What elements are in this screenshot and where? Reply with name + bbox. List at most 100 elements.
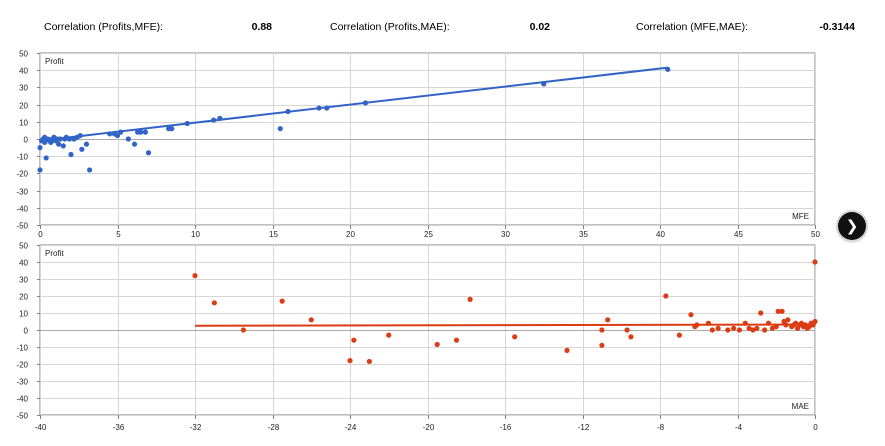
mfe-data-point	[277, 126, 283, 132]
mfe-data-point	[211, 117, 217, 123]
mae-ylabel: Profit	[45, 249, 64, 258]
mae-data-point	[779, 308, 785, 314]
mae-data-point	[762, 327, 768, 333]
mfe-xtick-label: 0	[38, 230, 43, 239]
mae-data-point	[812, 259, 818, 265]
mfe-data-point	[57, 136, 63, 142]
mfe-ytick-label: 0	[24, 136, 29, 145]
mfe-data-point	[56, 141, 62, 147]
mfe-data-point	[145, 150, 152, 156]
corr-profits-mae-value: 0.02	[529, 21, 550, 33]
mfe-data-point	[87, 167, 93, 173]
mae-xtick-label: -12	[578, 423, 590, 432]
mae-data-point	[750, 327, 756, 333]
mae-data-point	[676, 332, 682, 338]
mae-data-point	[765, 320, 772, 326]
mfe-data-point	[77, 132, 83, 139]
mae-data-point	[599, 342, 605, 348]
mae-data-point	[434, 341, 440, 348]
mae-ytick-label: -30	[16, 378, 28, 387]
mae-data-point	[366, 358, 372, 365]
mfe-data-point	[665, 66, 671, 72]
corr-mfe-mae-label: Correlation (MFE,MAE):	[636, 21, 749, 33]
mae-data-point	[453, 337, 460, 343]
mfe-data-point	[114, 132, 121, 139]
mfe-trendline	[39, 66, 668, 142]
mae-data-point	[758, 310, 764, 316]
mae-data-point	[769, 325, 775, 331]
corr-profits-mfe-label: Correlation (Profits,MFE):	[44, 21, 164, 33]
mfe-data-point	[68, 151, 74, 158]
mae-data-point	[605, 317, 611, 323]
mae-data-point	[793, 320, 799, 326]
mae-ytick-label: 0	[24, 327, 29, 336]
mfe-ytick-label: 10	[19, 119, 28, 128]
mfe-xtick-label: 15	[269, 230, 278, 239]
mfe-data-point	[43, 155, 49, 161]
mfe-xtick-label: 45	[734, 230, 743, 239]
mfe-data-point	[362, 100, 369, 106]
mae-data-point	[624, 327, 630, 333]
mfe-xtick-label: 25	[424, 230, 433, 239]
mfe-data-point	[118, 129, 124, 135]
mfe-data-point	[37, 145, 43, 151]
mfe-data-point	[541, 81, 547, 87]
mae-data-point	[705, 320, 712, 326]
mfe-data-point	[60, 143, 66, 149]
next-chart-button[interactable]: ❯	[838, 212, 866, 240]
mae-data-point	[773, 324, 779, 330]
mfe-xtick-label: 10	[191, 230, 200, 239]
mae-data-point	[754, 325, 760, 331]
mfe-data-point	[66, 136, 73, 142]
mfe-ytick-label: 40	[19, 67, 28, 76]
mae-xtick-label: -20	[423, 423, 435, 432]
mae-data-point	[240, 327, 247, 333]
mfe-data-point	[142, 129, 148, 135]
mae-xtick-label: -16	[500, 423, 512, 432]
mae-data-point	[308, 317, 314, 323]
mae-xlabel: MAE	[792, 402, 809, 411]
mae-xtick-label: -36	[113, 423, 125, 432]
mae-data-point	[628, 334, 634, 340]
mae-data-point	[742, 320, 748, 326]
mae-data-point	[279, 298, 285, 304]
mae-data-point	[725, 327, 731, 333]
mae-ytick-label: 50	[19, 242, 28, 251]
corr-mfe-mae-value: -0.3144	[819, 21, 855, 33]
mae-data-point	[564, 347, 570, 353]
mfe-ylabel: Profit	[45, 57, 64, 66]
mae-data-point	[715, 325, 721, 331]
mfe-ytick-label: 30	[19, 84, 28, 93]
mfe-data-point	[184, 120, 190, 127]
mae-data-point	[512, 334, 518, 340]
mae-data-point	[785, 317, 791, 323]
mae-ytick-label: 10	[19, 310, 28, 319]
mae-data-point	[694, 322, 700, 328]
mae-data-point	[467, 296, 473, 302]
mae-data-point	[736, 327, 743, 333]
mae-ytick-label: 40	[19, 259, 28, 268]
mfe-data-point	[324, 105, 330, 111]
mfe-xtick-label: 20	[346, 230, 355, 239]
mfe-ytick-label: -30	[16, 188, 28, 197]
mae-data-point	[599, 327, 605, 333]
mfe-xtick-label: 35	[579, 230, 588, 239]
mae-xtick-label: 0	[813, 423, 818, 432]
mae-trendline	[194, 323, 816, 327]
mae-xtick-label: -24	[345, 423, 357, 432]
mae-data-point	[746, 325, 752, 331]
mfe-xlabel: MFE	[792, 212, 809, 221]
mfe-xtick-label: 50	[811, 230, 820, 239]
mfe-ytick-label: -10	[16, 153, 28, 162]
mae-data-point	[211, 300, 217, 306]
mfe-chart: 50 40 30 20 10 0 -10 -20 -30 -40 -50 0 5 10 15 20 25 30 35…	[16, 50, 820, 240]
mfe-ytick-label: -50	[16, 222, 28, 231]
mae-ytick-label: -10	[16, 344, 28, 353]
mae-ytick-label: -40	[16, 395, 28, 404]
mae-data-point	[688, 312, 694, 318]
mfe-ytick-label: 20	[19, 102, 28, 111]
correlation-header: Correlation (Profits,MFE): 0.88 Correlat…	[0, 0, 885, 50]
mae-data-point	[731, 325, 737, 331]
corr-profits-mfe-value: 0.88	[251, 21, 272, 33]
